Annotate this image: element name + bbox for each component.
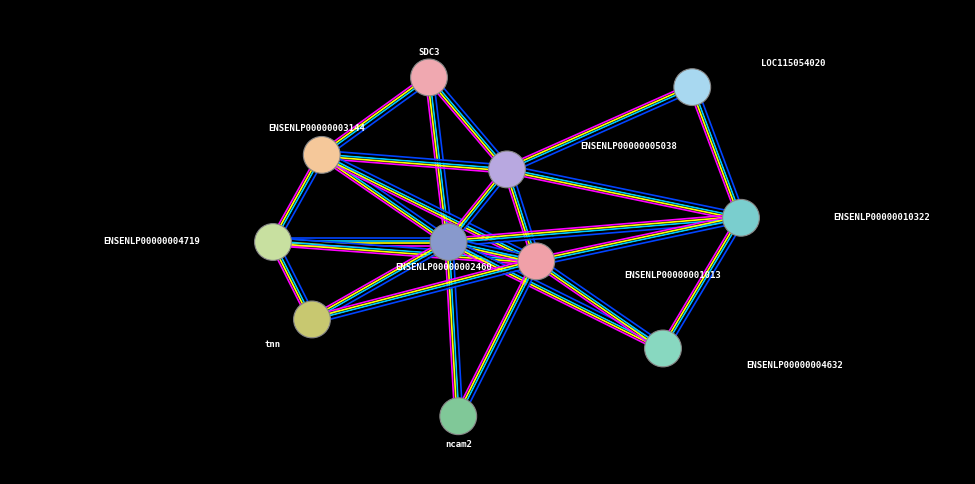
Ellipse shape bbox=[254, 224, 292, 260]
Text: ncam2: ncam2 bbox=[445, 440, 472, 449]
Ellipse shape bbox=[440, 398, 477, 435]
Text: ENSENLP00000002460: ENSENLP00000002460 bbox=[395, 263, 492, 272]
Ellipse shape bbox=[430, 224, 467, 260]
Ellipse shape bbox=[488, 151, 526, 188]
Ellipse shape bbox=[722, 199, 760, 236]
Ellipse shape bbox=[410, 59, 448, 96]
Text: ENSENLP00000004719: ENSENLP00000004719 bbox=[103, 238, 200, 246]
Text: SDC3: SDC3 bbox=[418, 48, 440, 57]
Text: ENSENLP00000005038: ENSENLP00000005038 bbox=[580, 142, 677, 151]
Ellipse shape bbox=[644, 330, 682, 367]
Text: tnn: tnn bbox=[264, 340, 281, 349]
Ellipse shape bbox=[293, 301, 331, 338]
Text: LOC115054020: LOC115054020 bbox=[760, 60, 825, 68]
Text: ENSENLP00000010322: ENSENLP00000010322 bbox=[834, 213, 930, 222]
Ellipse shape bbox=[303, 136, 340, 173]
Text: ENSENLP00000003144: ENSENLP00000003144 bbox=[268, 124, 366, 133]
Text: ENSENLP00000001013: ENSENLP00000001013 bbox=[624, 272, 721, 280]
Ellipse shape bbox=[674, 69, 711, 106]
Ellipse shape bbox=[518, 243, 555, 280]
Text: ENSENLP00000004632: ENSENLP00000004632 bbox=[746, 361, 842, 370]
